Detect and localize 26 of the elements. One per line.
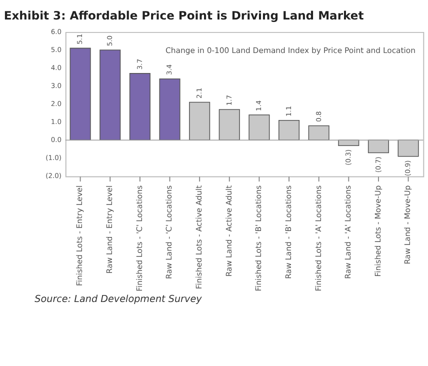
x-tick-label: Raw Land - 'A' Locations	[344, 185, 353, 279]
x-tick-label: Finished Lots - Active Adult	[194, 185, 204, 290]
x-tick-label: Finished Lots - 'A' Locations	[314, 185, 323, 292]
x-tick-label: Finished Lots - 'C' Locations	[134, 185, 144, 292]
x-tick-label: Finished Lots - Entry Level	[75, 185, 84, 286]
x-tick-label: Raw Land - Active Adult	[224, 185, 234, 277]
x-tick-label: Raw Land - 'C' Locations	[164, 185, 174, 279]
bar	[368, 140, 389, 154]
chart-title: Exhibit 3: Affordable Price Point is Driving Land Market	[4, 8, 364, 22]
bar	[218, 109, 240, 141]
bar	[248, 114, 270, 141]
source-note: Source: Land Development Survey	[34, 294, 202, 306]
bar	[398, 140, 419, 157]
x-tick-label: Raw Land - 'B' Locations	[284, 185, 293, 279]
annotation: Change in 0-100 Land Demand Index by Price Point and Location	[166, 46, 416, 56]
x-tick-label: Raw Land - Entry Level	[105, 185, 114, 274]
bar	[159, 78, 180, 141]
bar	[278, 120, 300, 141]
bar	[129, 73, 150, 141]
x-tick-label: Finished Lots - 'B' Locations	[254, 185, 264, 292]
bar	[189, 102, 210, 141]
x-tick-label: Raw Land - Move-Up	[403, 185, 412, 264]
bar	[308, 125, 330, 141]
bar	[100, 50, 121, 141]
bar	[70, 48, 91, 141]
x-tick-label: Finished Lots - Move-Up	[373, 185, 382, 277]
